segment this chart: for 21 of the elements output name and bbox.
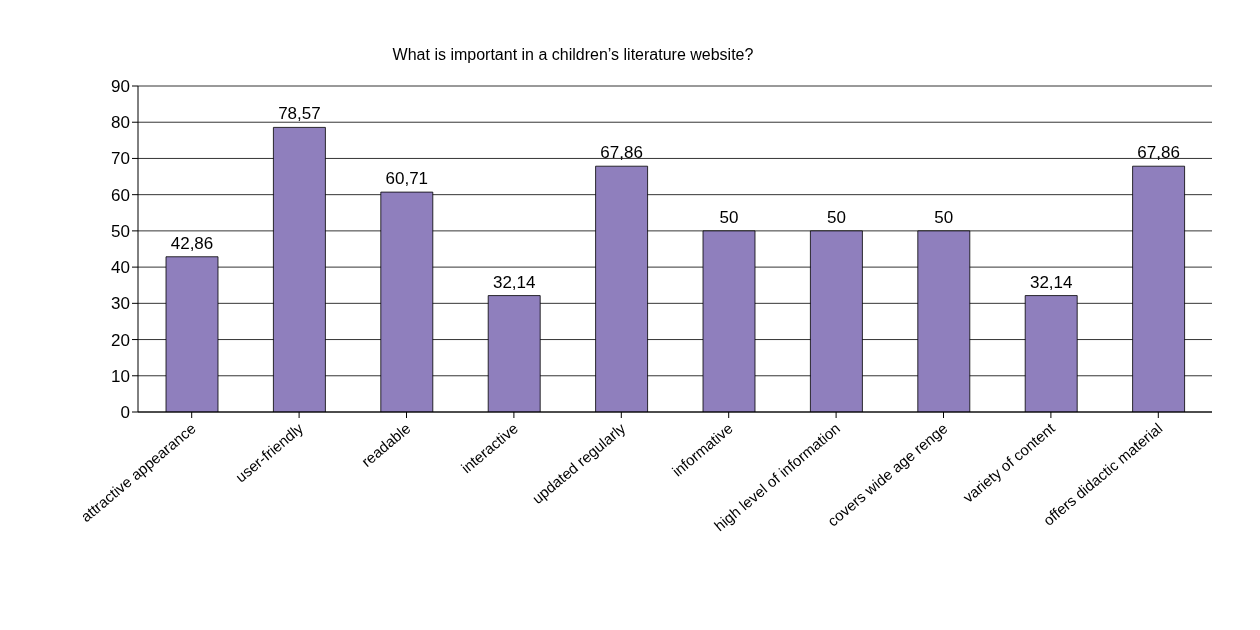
y-tick-label: 30 [111,294,130,314]
y-tick-label: 60 [111,185,130,205]
y-tick-label: 70 [111,149,130,169]
y-tick-label: 20 [111,330,130,350]
data-label: 32,14 [492,272,536,292]
y-tick-label: 50 [111,221,130,241]
data-label: 50 [934,207,954,227]
y-tick-label: 90 [111,77,130,97]
y-tick-label: 40 [111,258,130,278]
data-label: 67,86 [1137,143,1180,163]
y-tick-label: 10 [111,366,130,386]
data-label: 78,57 [278,104,321,124]
chart-title: What is important in a children’s literature website? [391,46,755,64]
data-label: 50 [719,207,739,227]
data-label: 50 [826,207,846,227]
data-label: 32,14 [1029,272,1073,292]
data-label: 67,86 [600,143,643,163]
data-label: 42,86 [170,233,214,253]
y-tick-label: 0 [120,403,130,423]
y-tick-label: 80 [111,113,130,133]
data-label: 60,71 [385,169,429,189]
